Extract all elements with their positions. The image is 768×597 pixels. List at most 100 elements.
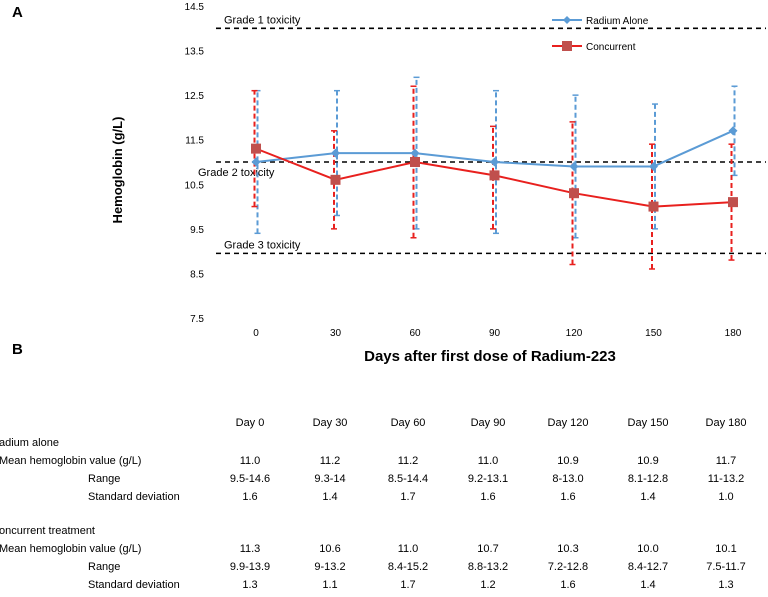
table-cell: 8.8-13.2 <box>467 561 509 573</box>
table-row-label: Range <box>88 473 121 485</box>
table-cell: 10.6 <box>319 543 341 555</box>
x-tick-label: 180 <box>725 328 742 339</box>
data-point-concurrent <box>410 157 420 167</box>
table-cell: 10.9 <box>557 455 579 467</box>
legend-label: Radium Alone <box>586 16 649 27</box>
legend-marker <box>562 41 572 51</box>
table-cell: 8.5-14.4 <box>387 473 429 485</box>
table-cell: 7.5-11.7 <box>706 561 746 573</box>
data-point-radium-alone <box>649 161 658 171</box>
x-tick-label: 120 <box>566 328 583 339</box>
data-point-radium-alone <box>410 148 420 158</box>
table-cell: 8.4-12.7 <box>627 561 669 573</box>
table-cell: 11.0 <box>239 455 261 467</box>
table-cell: 11-13.2 <box>707 473 745 485</box>
data-point-concurrent <box>489 170 500 181</box>
panel-a-label: A <box>12 4 23 21</box>
table-cell: 8-13.0 <box>552 473 584 485</box>
threshold-label: Grade 3 toxicity <box>224 239 301 251</box>
table-cell: 1.0 <box>718 491 734 503</box>
y-tick-label: 11.5 <box>185 136 204 147</box>
table-row-label: Standard deviation <box>88 579 180 591</box>
table-column-header: Day 30 <box>312 417 348 429</box>
data-point-radium-alone <box>569 161 579 171</box>
table-cell: 10.3 <box>557 543 579 555</box>
y-axis-label: Hemoglobin (g/L) <box>110 117 125 224</box>
table-cell: 1.6 <box>480 491 496 503</box>
table-cell: 11.0 <box>397 543 419 555</box>
panel-b-label: B <box>12 341 23 358</box>
table-cell: 1.4 <box>322 491 338 503</box>
data-point-concurrent <box>728 197 738 208</box>
table-column-header: Day 120 <box>547 417 589 429</box>
table-column-header: Day 60 <box>390 417 426 429</box>
table-cell: 11.2 <box>319 455 341 467</box>
table-cell: 1.6 <box>560 579 576 591</box>
table-cell: 1.6 <box>242 491 258 503</box>
table-cell: 9.9-13.9 <box>229 561 271 573</box>
legend: Radium Alone Concurrent <box>552 16 649 53</box>
table-cell: 10.9 <box>637 455 659 467</box>
table-cell: 9.3-14 <box>314 473 346 485</box>
x-tick-label: 90 <box>489 328 501 339</box>
y-tick-label: 7.5 <box>190 314 204 325</box>
table-cell: 1.7 <box>400 491 416 503</box>
tick-labels: 7.5 8.5 9.5 10.5 11.5 12.5 13.5 14.5 0 30 60 90 120 1… <box>185 2 742 339</box>
data-point-concurrent <box>251 143 261 154</box>
table-row-label: Standard deviation <box>88 491 180 503</box>
x-tick-label: 0 <box>253 328 259 339</box>
table-cell: 10.0 <box>637 543 659 555</box>
y-tick-label: 10.5 <box>185 180 205 191</box>
threshold-label: Grade 2 toxicity <box>198 167 275 179</box>
x-tick-label: 30 <box>330 328 342 339</box>
hemoglobin-line-chart: Grade 1 toxicity Grade 2 toxicity Grade 3 … <box>110 2 766 365</box>
y-tick-label: 9.5 <box>190 225 204 236</box>
table-cell: 9-13.2 <box>314 561 346 573</box>
table-row-label: adium alone <box>0 437 59 449</box>
table-cell: 10.7 <box>477 543 499 555</box>
table-cell: 11.3 <box>239 543 261 555</box>
table-cell: 1.3 <box>242 579 258 591</box>
x-axis-label: Days after first dose of Radium-223 <box>364 348 616 365</box>
data-point-concurrent <box>569 188 579 199</box>
table-row-label: Mean hemoglobin value (g/L) <box>0 543 142 555</box>
table-cell: 7.2-12.8 <box>547 561 589 573</box>
table-cell: 11.7 <box>715 455 737 467</box>
y-tick-label: 13.5 <box>185 47 205 58</box>
data-point-radium-alone <box>728 126 738 136</box>
table-cell: 1.6 <box>560 491 576 503</box>
toxicity-thresholds: Grade 1 toxicity Grade 2 toxicity Grade 3 … <box>198 14 766 255</box>
table-cell: 1.7 <box>400 579 416 591</box>
table-cell: 8.1-12.8 <box>627 473 669 485</box>
table-cell: 1.2 <box>480 579 496 591</box>
table-column-header: Day 0 <box>235 417 265 429</box>
y-tick-label: 14.5 <box>185 2 205 13</box>
x-tick-label: 150 <box>645 328 662 339</box>
data-point-radium-alone <box>331 148 340 158</box>
table-cell: 1.4 <box>640 579 656 591</box>
table-cell: 1.3 <box>718 579 734 591</box>
data-point-radium-alone <box>490 157 499 167</box>
table-column-header: Day 150 <box>627 417 669 429</box>
y-tick-label: 12.5 <box>185 91 205 102</box>
table-cell: 1.1 <box>322 579 338 591</box>
table-cell: 11.0 <box>477 455 499 467</box>
table-column-header: Day 90 <box>470 417 506 429</box>
table-cell: 9.5-14.6 <box>229 473 271 485</box>
legend-marker <box>563 16 571 24</box>
table-row-label: oncurrent treatment <box>0 525 95 537</box>
table-cell: 9.2-13.1 <box>467 473 509 485</box>
y-tick-label: 8.5 <box>190 269 204 280</box>
table-row-label: Mean hemoglobin value (g/L) <box>0 455 142 467</box>
threshold-label: Grade 1 toxicity <box>224 14 301 26</box>
table-row-label: Range <box>88 561 121 573</box>
legend-label: Concurrent <box>586 42 636 53</box>
x-tick-label: 60 <box>409 328 421 339</box>
table-cell: 1.4 <box>640 491 656 503</box>
table-cell: 8.4-15.2 <box>387 561 429 573</box>
data-point-concurrent <box>330 174 341 185</box>
data-point-radium-alone <box>251 157 261 167</box>
table-column-header: Day 180 <box>705 417 747 429</box>
series-markers <box>251 126 738 212</box>
